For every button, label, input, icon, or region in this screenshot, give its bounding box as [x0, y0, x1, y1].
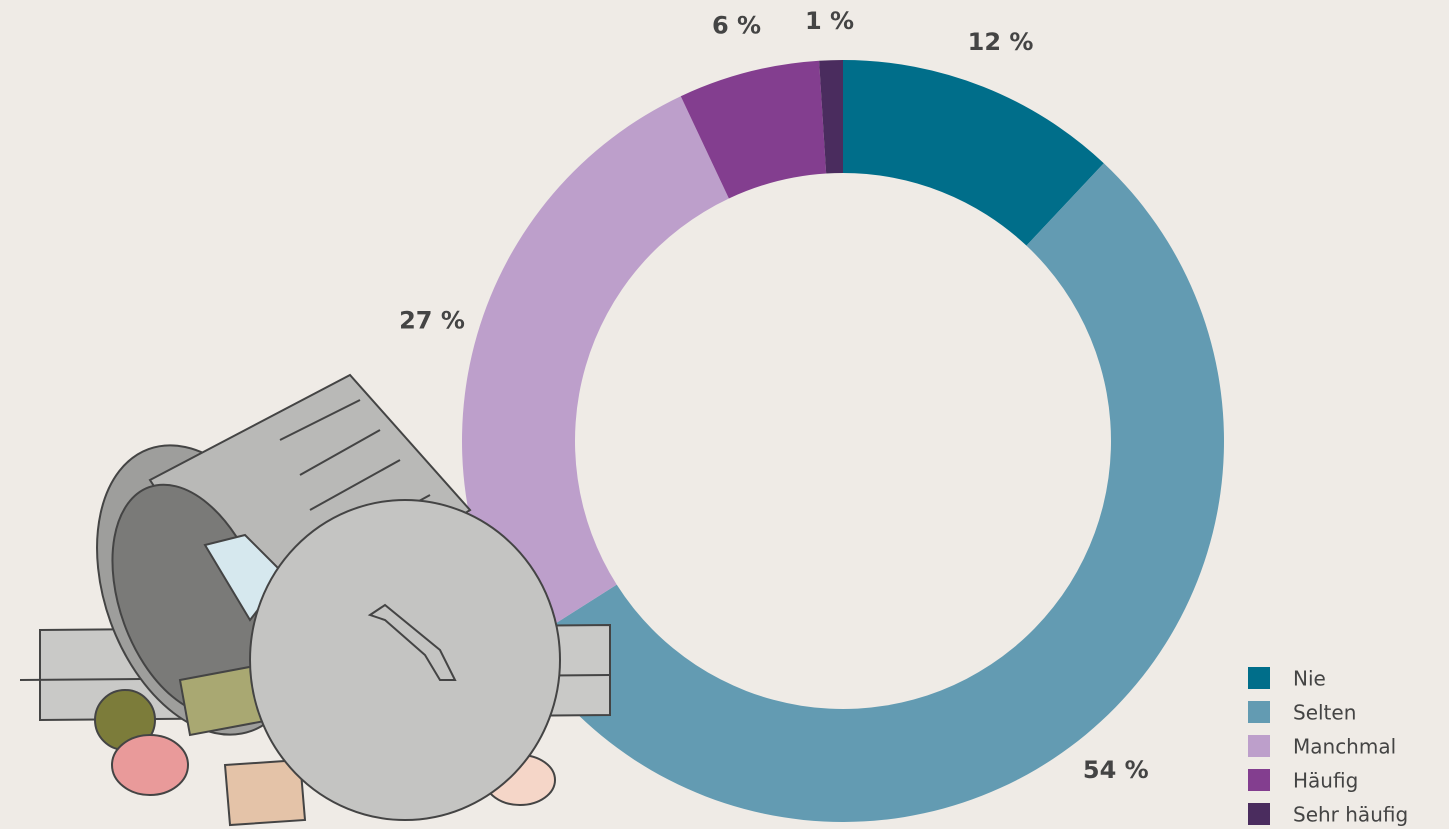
- legend-swatch: [1248, 735, 1270, 757]
- legend-label: Häufig: [1293, 769, 1358, 793]
- legend-label: Selten: [1293, 701, 1356, 725]
- legend-label: Nie: [1293, 667, 1326, 691]
- legend-label: Manchmal: [1293, 735, 1396, 759]
- legend-swatch: [1248, 667, 1270, 689]
- legend: Nie Selten Manchmal Häufig Sehr häufig: [1248, 667, 1408, 827]
- value-label: 1 %: [805, 7, 854, 35]
- legend-swatch: [1248, 803, 1270, 825]
- chart: Nie Selten Manchmal Häufig Sehr häufig 12 % 5…: [0, 0, 1449, 829]
- legend-swatch: [1248, 701, 1270, 723]
- page: {"chart_data": {"type": "donut", "catego…: [0, 0, 1449, 829]
- value-label: 6 %: [712, 11, 761, 39]
- value-label: 12 %: [968, 28, 1034, 56]
- legend-label: Sehr häufig: [1293, 803, 1408, 827]
- value-label: 54 %: [1083, 756, 1149, 784]
- legend-swatch: [1248, 769, 1270, 791]
- value-label: 27 %: [399, 307, 465, 335]
